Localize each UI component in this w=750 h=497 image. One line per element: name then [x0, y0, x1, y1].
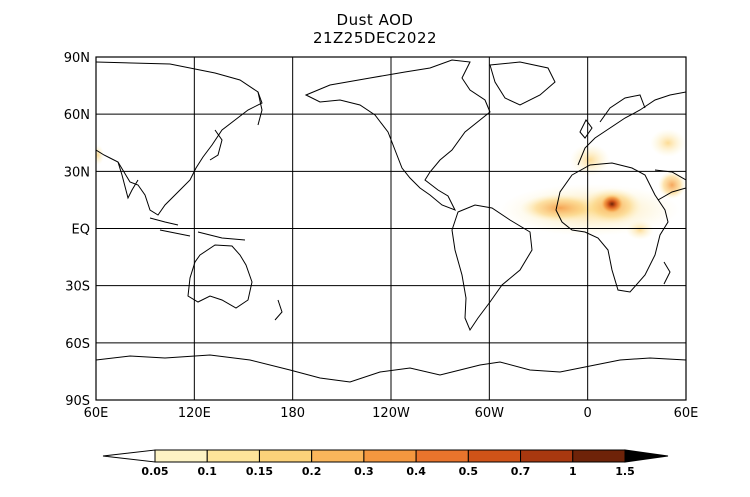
colorbar-tick-label: 0.05 [141, 465, 168, 478]
latitude-label: 30N [64, 165, 90, 180]
colorbar-swatch [154, 449, 208, 463]
colorbar-tick-label: 0.7 [511, 465, 531, 478]
longitude-label: 120W [372, 406, 410, 421]
colorbar-swatch [311, 449, 365, 463]
longitude-labels: 60E 120E 180 120W 60W 0 60E [84, 406, 699, 421]
coast-arabia [654, 169, 686, 201]
colorbar-tick-label: 0.4 [406, 465, 426, 478]
colorbar-swatch [363, 449, 417, 463]
colorbar-tick-label: 1.5 [615, 465, 635, 478]
colorbar-swatch [415, 449, 469, 463]
colorbar-tick-label: 0.2 [302, 465, 322, 478]
coast-south-america [451, 204, 533, 332]
colorbar-tick-label: 0.15 [246, 465, 273, 478]
dust-plume-north-africa [570, 144, 610, 176]
latitude-label: 90S [65, 394, 90, 409]
grid-lines [96, 57, 686, 400]
longitude-label: 60E [674, 406, 699, 421]
colorbar-tick-label: 1 [569, 465, 577, 478]
colorbar-swatch [467, 449, 522, 463]
colorbar-legend: 0.05 0.1 0.15 0.2 0.3 0.4 0.5 0.7 1 1.5 [102, 449, 669, 478]
longitude-label: 0 [584, 406, 592, 421]
colorbar-swatch [206, 449, 260, 463]
dust-plume-arabia [658, 171, 686, 199]
coast-greenland [489, 61, 556, 106]
latitude-label: 60N [64, 108, 90, 123]
latitude-label: 60S [65, 337, 90, 352]
longitude-label: 120E [178, 406, 211, 421]
coast-british-isles [579, 119, 593, 139]
coast-indonesia [149, 217, 246, 241]
latitude-label: 90N [64, 51, 90, 66]
colorbar-swatch [520, 449, 574, 463]
coast-new-zealand [274, 299, 283, 321]
map-title: Dust AOD [336, 11, 414, 29]
coast-kamchatka [257, 91, 263, 126]
dust-plume-middle-east [650, 129, 686, 157]
colorbar-tick-label: 0.5 [459, 465, 479, 478]
latitude-label: 30S [65, 280, 90, 295]
longitude-label: 180 [280, 406, 305, 421]
coast-europe [577, 91, 686, 166]
coast-north-america [304, 59, 491, 211]
latitude-label: EQ [72, 223, 90, 238]
colorbar-upper-triangle [624, 449, 669, 463]
colorbar-lower-triangle [102, 449, 156, 463]
coastlines [96, 59, 686, 383]
dust-plume-west-africa [520, 194, 600, 222]
dust-shading [96, 129, 686, 240]
coast-india [117, 161, 139, 200]
longitude-label: 60E [84, 406, 109, 421]
coast-japan [209, 129, 223, 161]
map-frame [95, 56, 687, 401]
colorbar-swatch [258, 449, 313, 463]
coast-australia [187, 244, 253, 309]
colorbar-tick-label: 0.3 [354, 465, 374, 478]
coast-antarctica [96, 354, 686, 383]
coast-madagascar [663, 261, 671, 285]
colorbar-tick-label: 0.1 [197, 465, 217, 478]
coast-asia [96, 61, 263, 216]
dust-plume-east-africa [626, 220, 654, 240]
colorbar-swatch [572, 449, 626, 463]
longitude-label: 60W [475, 406, 505, 421]
coast-scandinavia [599, 94, 646, 123]
map-datetime: 21Z25DEC2022 [312, 29, 438, 47]
dust-plume-west-edge [96, 145, 104, 165]
dust-plume-core [600, 194, 624, 214]
latitude-labels: 90N 60N 30N EQ 30S 60S 90S [64, 51, 90, 409]
